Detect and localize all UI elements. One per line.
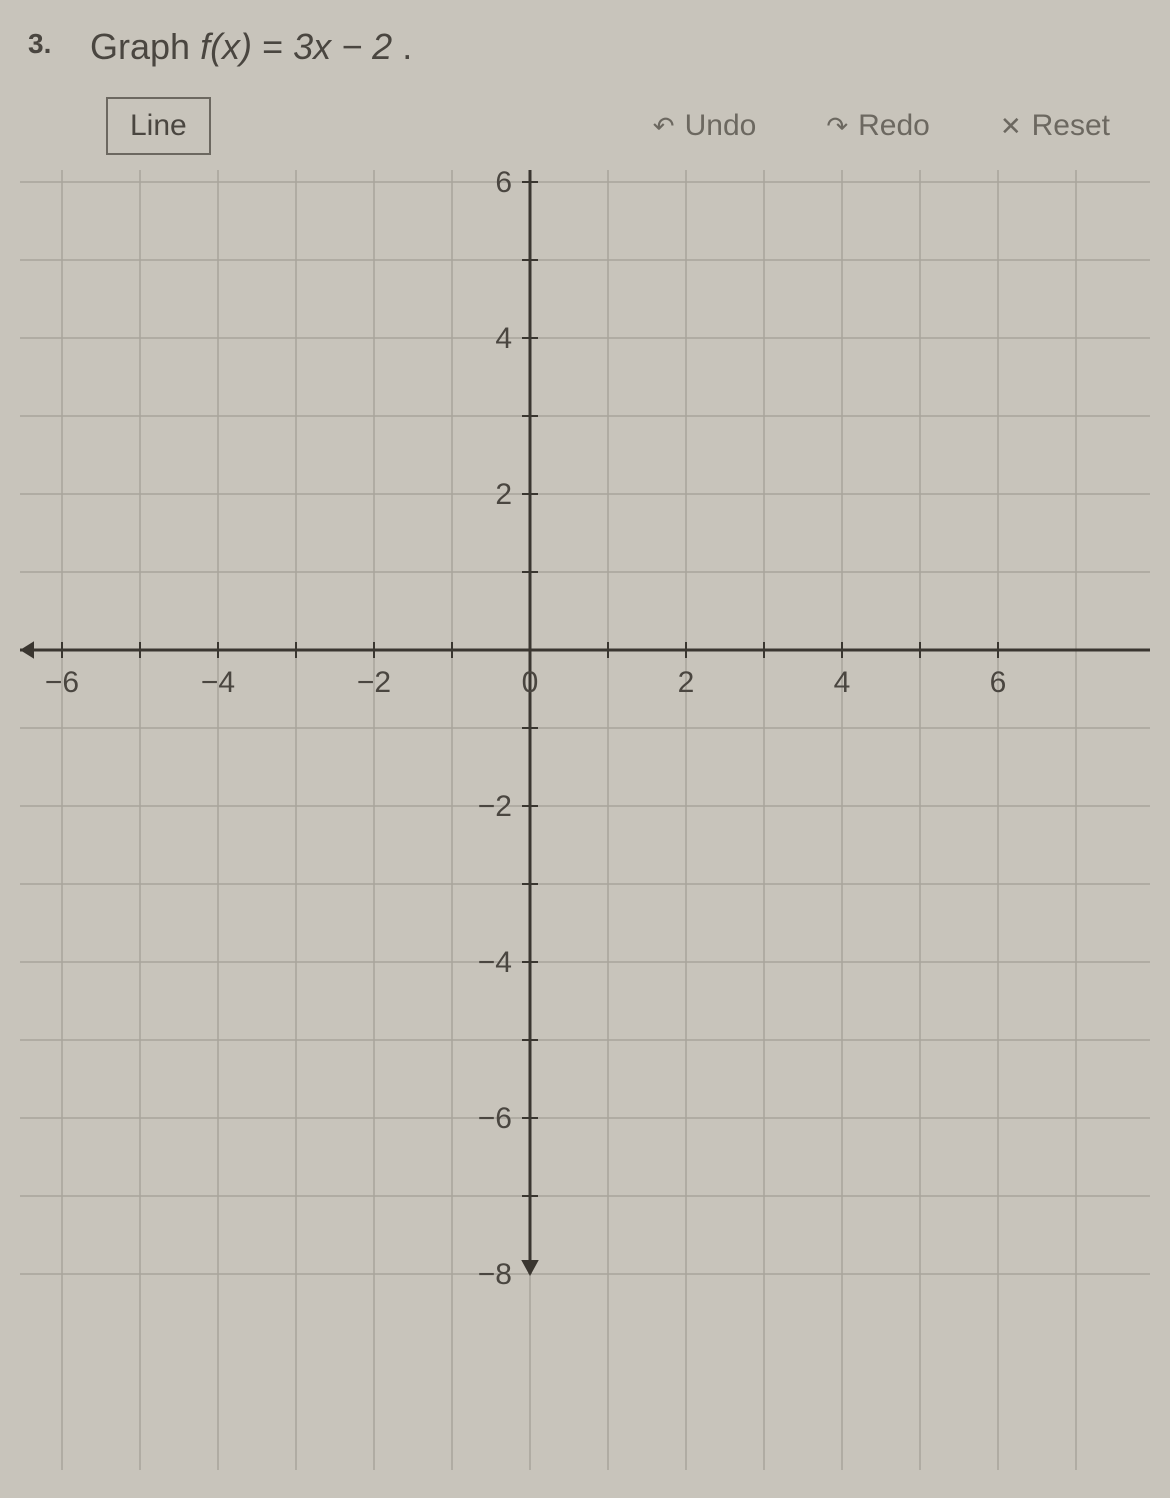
function-rhs: 3x − 2: [293, 26, 392, 67]
svg-text:−4: −4: [478, 946, 512, 979]
question-number: 3.: [28, 28, 51, 60]
equals-sign: =: [262, 26, 293, 67]
svg-text:−8: −8: [478, 1258, 512, 1291]
svg-text:−2: −2: [478, 790, 512, 823]
svg-text:6: 6: [495, 170, 512, 199]
prompt-text: Graph: [90, 26, 200, 67]
undo-button[interactable]: ↶ Undo: [653, 109, 757, 143]
line-tool-button[interactable]: Line: [106, 97, 211, 155]
redo-label: Redo: [858, 109, 930, 143]
grid-svg: −6−4−202462468−2−4−6−8: [20, 170, 1150, 1470]
svg-text:0: 0: [522, 666, 539, 699]
undo-label: Undo: [685, 109, 757, 143]
svg-text:4: 4: [834, 666, 851, 699]
function-lhs: f(x): [200, 26, 252, 67]
coordinate-grid[interactable]: −6−4−202462468−2−4−6−8: [20, 170, 1150, 1470]
graph-toolbar: Line ↶ Undo ↷ Redo ✕ Reset: [106, 96, 1110, 156]
redo-icon: ↷: [826, 111, 848, 142]
undo-icon: ↶: [653, 111, 675, 142]
action-group: ↶ Undo ↷ Redo ✕ Reset: [653, 109, 1110, 143]
svg-text:−4: −4: [201, 666, 235, 699]
reset-label: Reset: [1032, 109, 1110, 143]
svg-text:6: 6: [990, 666, 1007, 699]
svg-text:2: 2: [678, 666, 695, 699]
question-prompt: Graph f(x) = 3x − 2 .: [90, 26, 412, 68]
reset-icon: ✕: [1000, 111, 1022, 142]
svg-text:4: 4: [495, 322, 512, 355]
period: .: [402, 26, 412, 67]
svg-text:−6: −6: [478, 1102, 512, 1135]
svg-text:−6: −6: [45, 666, 79, 699]
svg-text:2: 2: [495, 478, 512, 511]
svg-text:−2: −2: [357, 666, 391, 699]
redo-button[interactable]: ↷ Redo: [826, 109, 930, 143]
reset-button[interactable]: ✕ Reset: [1000, 109, 1110, 143]
